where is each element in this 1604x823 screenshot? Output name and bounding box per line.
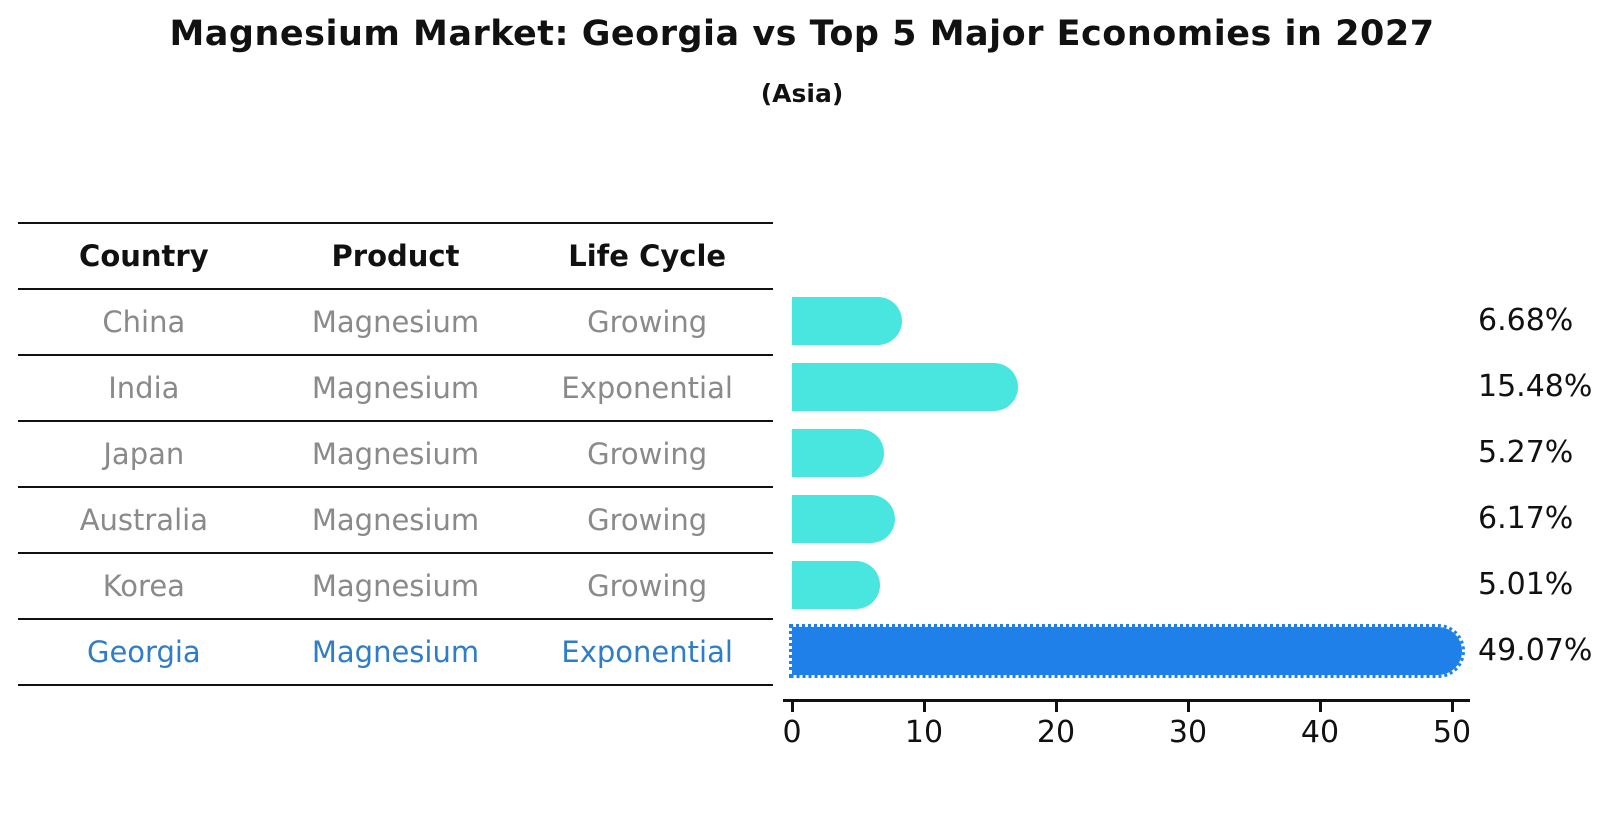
bar-value-label: 5.27% [1478,435,1574,470]
cell-life-cycle: Growing [587,437,708,471]
table-row: China Magnesium Growing [18,290,773,356]
table-row: Georgia Magnesium Exponential [18,620,773,686]
table-row: Japan Magnesium Growing [18,422,773,488]
bar-georgia [789,624,1465,678]
col-header-product: Product [331,239,460,273]
cell-product: Magnesium [311,437,480,471]
x-tick-label: 20 [1036,715,1076,750]
x-tick [923,702,926,712]
table-row: Korea Magnesium Growing [18,554,773,620]
bar-korea [792,561,880,609]
cell-life-cycle: Exponential [561,371,733,405]
cell-country: Australia [79,503,208,537]
cell-product: Magnesium [311,635,480,669]
table-header-row: Country Product Life Cycle [18,224,773,290]
bar-value-label: 15.48% [1478,369,1593,404]
bar-china [792,297,902,345]
cell-life-cycle: Growing [587,503,708,537]
country-table: Country Product Life Cycle China Magnesi… [18,222,773,686]
x-tick-label: 30 [1168,715,1208,750]
x-tick [791,702,794,712]
x-tick-label: 10 [904,715,944,750]
col-header-life-cycle: Life Cycle [568,239,727,273]
x-tick [1451,702,1454,712]
cell-product: Magnesium [311,305,480,339]
x-axis-line [783,699,1470,702]
chart-title: Magnesium Market: Georgia vs Top 5 Major… [169,14,1435,54]
cell-product: Magnesium [311,503,480,537]
cell-life-cycle: Exponential [561,635,733,669]
cell-life-cycle: Growing [587,305,708,339]
col-header-country: Country [79,239,209,273]
x-tick [1187,702,1190,712]
cell-country: Korea [102,569,185,603]
x-tick-label: 0 [782,715,802,750]
cell-country: China [102,305,186,339]
cell-country: Japan [103,437,185,471]
bar-australia [792,495,895,543]
bar-india [792,363,1018,411]
cell-country: India [108,371,180,405]
table-row: Australia Magnesium Growing [18,488,773,554]
x-tick [1055,702,1058,712]
bar-value-label: 5.01% [1478,567,1574,602]
bar-japan [792,429,884,477]
bar-value-label: 6.68% [1478,303,1574,338]
cell-product: Magnesium [311,569,480,603]
table-row: India Magnesium Exponential [18,356,773,422]
x-tick-label: 40 [1300,715,1340,750]
bar-value-label: 6.17% [1478,501,1574,536]
x-tick-label: 50 [1432,715,1472,750]
bar-value-label: 49.07% [1478,633,1593,668]
x-tick [1319,702,1322,712]
cell-life-cycle: Growing [587,569,708,603]
cell-country: Georgia [86,635,201,669]
chart-subtitle: (Asia) [760,79,844,108]
cell-product: Magnesium [311,371,480,405]
